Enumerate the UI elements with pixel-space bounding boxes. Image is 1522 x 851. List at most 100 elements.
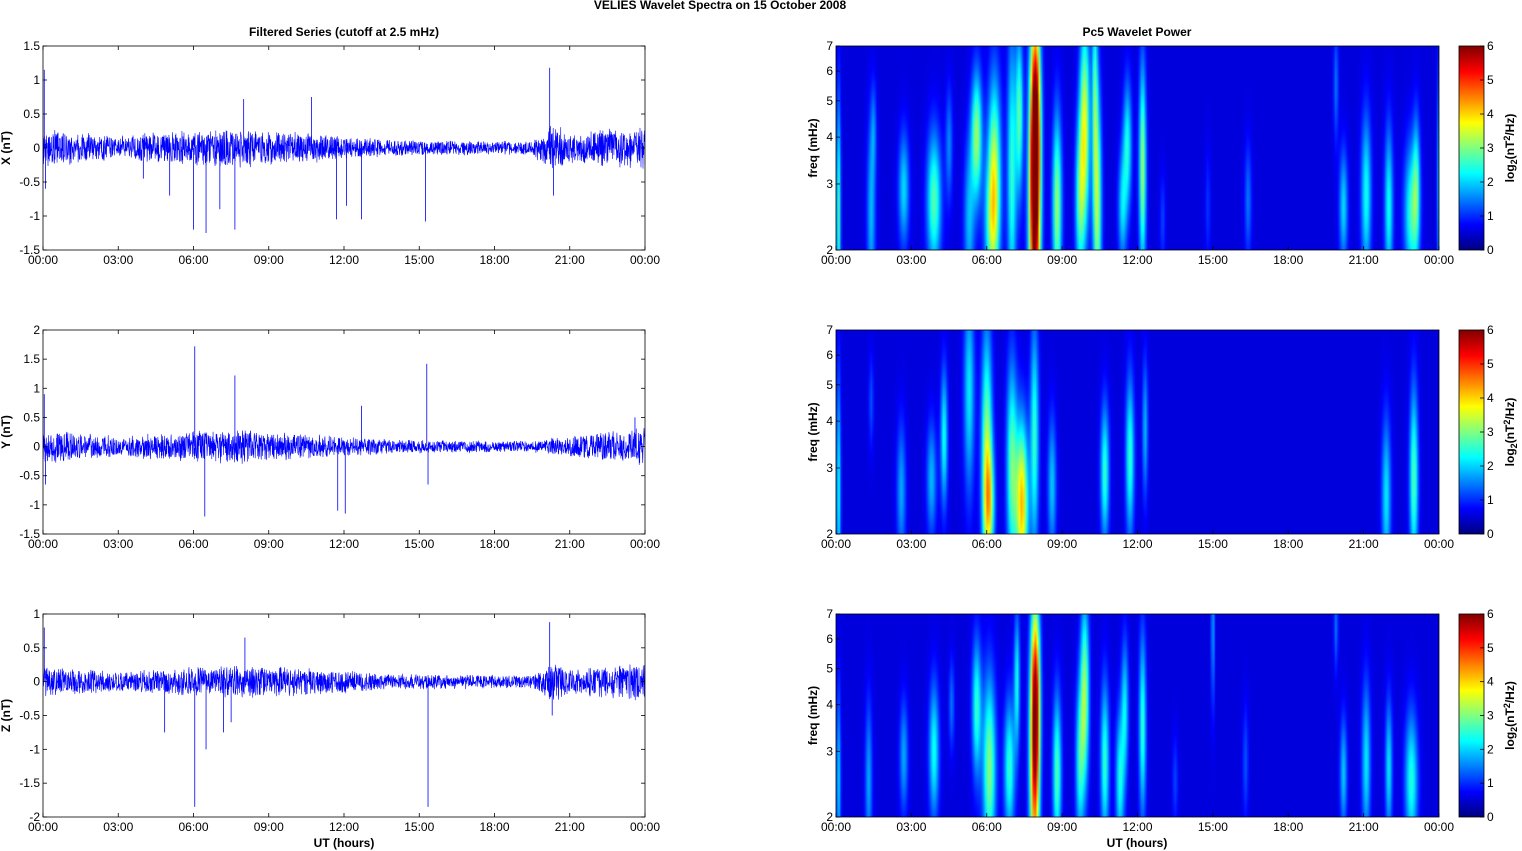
- colorbar-tick-label: 1: [1487, 209, 1494, 223]
- y-tick-label: 1: [33, 381, 40, 395]
- colorbar-tick-label: 3: [1487, 141, 1494, 155]
- left-xlabel: UT (hours): [314, 836, 375, 850]
- y-tick-label: 5: [826, 378, 833, 392]
- y-tick-label: 6: [826, 632, 833, 646]
- colorbar-tick-label: 6: [1487, 39, 1494, 53]
- y-tick-label: 0: [33, 675, 40, 689]
- y-tick-label: -1: [29, 498, 40, 512]
- plot-area: [43, 614, 645, 817]
- x-tick-label: 00:00: [1424, 537, 1454, 551]
- y-tick-label: 1.5: [23, 352, 40, 366]
- series-line-z: [43, 664, 645, 701]
- x-tick-label: 15:00: [404, 820, 434, 834]
- y-tick-label: 0: [33, 141, 40, 155]
- colorbar-x: [1458, 45, 1485, 251]
- x-tick-label: 12:00: [1122, 253, 1152, 267]
- x-tick-label: 18:00: [1273, 820, 1303, 834]
- x-tick-label: 15:00: [1198, 537, 1228, 551]
- x-tick-label: 00:00: [821, 537, 851, 551]
- y-axis-label-y: Y (nT): [0, 415, 13, 449]
- y-tick-label: 7: [826, 323, 833, 337]
- x-tick-label: 00:00: [28, 820, 58, 834]
- colorbar-tick-label: 5: [1487, 73, 1494, 87]
- x-tick-label: 06:00: [178, 253, 208, 267]
- y-tick-label: 1.5: [23, 39, 40, 53]
- x-tick-label: 03:00: [896, 820, 926, 834]
- x-tick-label: 00:00: [821, 820, 851, 834]
- y-tick-label: 4: [826, 130, 833, 144]
- x-tick-label: 21:00: [555, 253, 585, 267]
- y-tick-label: -1.5: [19, 527, 40, 541]
- timeseries-panel-y: 00:00 03:00 06:00 09:00 12:00 15:00 18:00 21:00…: [0, 323, 660, 551]
- x-tick-label: 03:00: [103, 820, 133, 834]
- y-tick-label: 0.5: [23, 107, 40, 121]
- x-tick-label: 00:00: [821, 253, 851, 267]
- colorbar-tick-label: 1: [1487, 776, 1494, 790]
- x-tick-label: 15:00: [404, 253, 434, 267]
- colorbar-tick-label: 4: [1487, 107, 1494, 121]
- x-tick-label: 09:00: [254, 820, 284, 834]
- x-tick-label: 03:00: [896, 537, 926, 551]
- y-tick-label: 1: [33, 73, 40, 87]
- x-tick-label: 09:00: [1047, 820, 1077, 834]
- y-tick-label: -0.5: [19, 175, 40, 189]
- y-tick-label: 0.5: [23, 641, 40, 655]
- colorbar-label: log2(nT2/Hz): [1502, 398, 1519, 467]
- y-tick-label: -1.5: [19, 776, 40, 790]
- y-tick-label: 2: [33, 323, 40, 337]
- y-tick-label: -0.5: [19, 469, 40, 483]
- y-axis-label-freq: freq (mHz): [806, 118, 820, 177]
- x-tick-label: 18:00: [479, 253, 509, 267]
- x-tick-label: 09:00: [254, 537, 284, 551]
- y-axis-label-x: X (nT): [0, 131, 13, 165]
- colorbar-y: [1458, 329, 1485, 535]
- y-axis-label-freq: freq (mHz): [806, 686, 820, 745]
- x-tick-label: 12:00: [329, 537, 359, 551]
- x-tick-label: 12:00: [1122, 537, 1152, 551]
- x-tick-label: 21:00: [1349, 820, 1379, 834]
- colorbar-tick-label: 6: [1487, 607, 1494, 621]
- y-tick-label: 6: [826, 64, 833, 78]
- x-tick-label: 06:00: [178, 820, 208, 834]
- wavelet-panel-y: 00:00 03:00 06:00 09:00 12:00 15:00 18:00 21:00…: [806, 323, 1519, 551]
- x-tick-label: 15:00: [1198, 820, 1228, 834]
- y-tick-label: 2: [826, 810, 833, 824]
- colorbar-tick-label: 1: [1487, 493, 1494, 507]
- x-tick-label: 15:00: [404, 537, 434, 551]
- right-xlabel: UT (hours): [1107, 836, 1168, 850]
- x-tick-label: 00:00: [630, 253, 660, 267]
- y-tick-label: 5: [826, 94, 833, 108]
- left-column-title: Filtered Series (cutoff at 2.5 mHz): [249, 25, 439, 39]
- colorbar-tick-label: 0: [1487, 527, 1494, 541]
- colorbar-label: log2(nT2/Hz): [1502, 114, 1519, 183]
- x-tick-label: 09:00: [1047, 253, 1077, 267]
- y-tick-label: 2: [826, 527, 833, 541]
- y-tick-label: -1.5: [19, 243, 40, 257]
- plot-area: [43, 330, 645, 534]
- y-tick-label: 4: [826, 698, 833, 712]
- y-tick-label: 3: [826, 744, 833, 758]
- y-axis-label-z: Z (nT): [0, 699, 13, 732]
- y-tick-label: 6: [826, 348, 833, 362]
- x-tick-label: 03:00: [103, 253, 133, 267]
- x-tick-label: 18:00: [479, 820, 509, 834]
- colorbar-tick-label: 2: [1487, 459, 1494, 473]
- series-line-y: [43, 428, 645, 465]
- x-tick-label: 15:00: [1198, 253, 1228, 267]
- x-tick-label: 21:00: [555, 820, 585, 834]
- y-tick-label: 4: [826, 414, 833, 428]
- y-tick-label: 0.5: [23, 410, 40, 424]
- x-tick-label: 00:00: [28, 537, 58, 551]
- colorbar-tick-label: 4: [1487, 391, 1494, 405]
- x-tick-label: 09:00: [1047, 537, 1077, 551]
- x-tick-label: 09:00: [254, 253, 284, 267]
- x-tick-label: 18:00: [1273, 253, 1303, 267]
- colorbar-z: [1458, 613, 1485, 818]
- x-tick-label: 00:00: [630, 537, 660, 551]
- colorbar-tick-label: 2: [1487, 742, 1494, 756]
- x-tick-label: 21:00: [555, 537, 585, 551]
- x-tick-label: 21:00: [1349, 253, 1379, 267]
- wavelet-power-image-y: [836, 330, 1439, 534]
- colorbar-label: log2(nT2/Hz): [1502, 681, 1519, 750]
